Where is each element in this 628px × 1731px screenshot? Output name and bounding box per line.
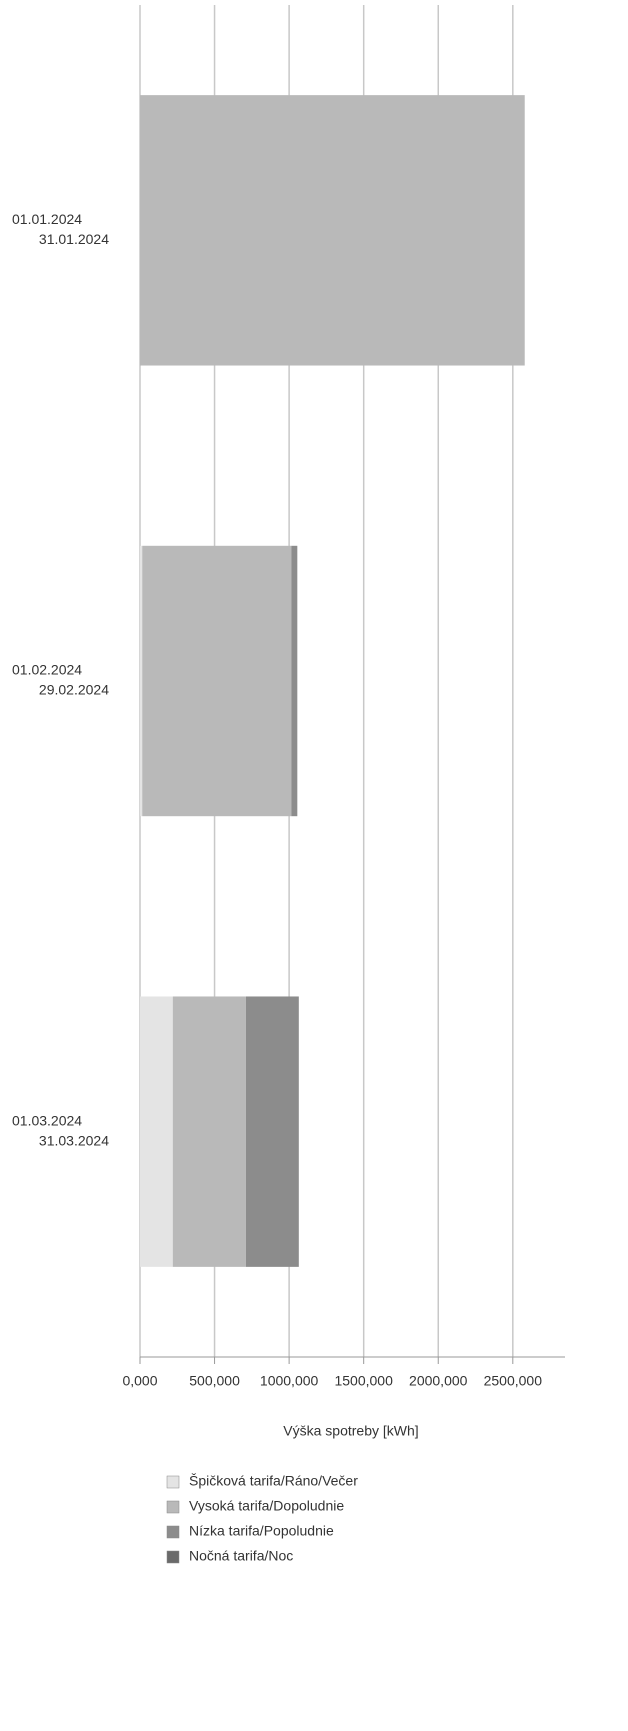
x-tick-label: 2000,000 <box>409 1373 468 1389</box>
legend-swatch <box>166 1525 180 1539</box>
x-tick-label: 0,000 <box>122 1373 157 1389</box>
x-tick-label: 2500,000 <box>484 1373 543 1389</box>
legend-swatch <box>166 1500 180 1514</box>
x-tick-label: 500,000 <box>189 1373 240 1389</box>
y-tick-label: 01.02.2024 <box>12 662 82 678</box>
bar-segment <box>142 545 292 817</box>
y-tick-label: 01.01.2024 <box>12 211 82 227</box>
y-tick-label: 29.02.2024 <box>39 682 109 698</box>
y-tick-label: 01.03.2024 <box>12 1112 82 1128</box>
bar-segment <box>140 996 173 1267</box>
bar-segment <box>291 545 298 817</box>
y-tick-label: 31.03.2024 <box>39 1132 109 1148</box>
x-tick-label: 1000,000 <box>260 1373 319 1389</box>
legend-swatch <box>166 1550 180 1564</box>
legend-label: Nízka tarifa/Popoludnie <box>189 1523 334 1539</box>
bar-segment <box>245 996 299 1267</box>
legend-label: Vysoká tarifa/Dopoludnie <box>189 1498 344 1514</box>
bar-segment <box>172 996 246 1267</box>
legend-label: Špičková tarifa/Ráno/Večer <box>189 1473 358 1489</box>
legend-label: Nočná tarifa/Noc <box>189 1548 293 1564</box>
legend-swatch <box>166 1475 180 1489</box>
x-axis-title: Výška spotreby [kWh] <box>283 1423 418 1439</box>
bar-segment <box>140 95 525 366</box>
y-tick-label: 31.01.2024 <box>39 231 109 247</box>
bar-segment <box>140 545 143 817</box>
x-tick-label: 1500,000 <box>334 1373 393 1389</box>
